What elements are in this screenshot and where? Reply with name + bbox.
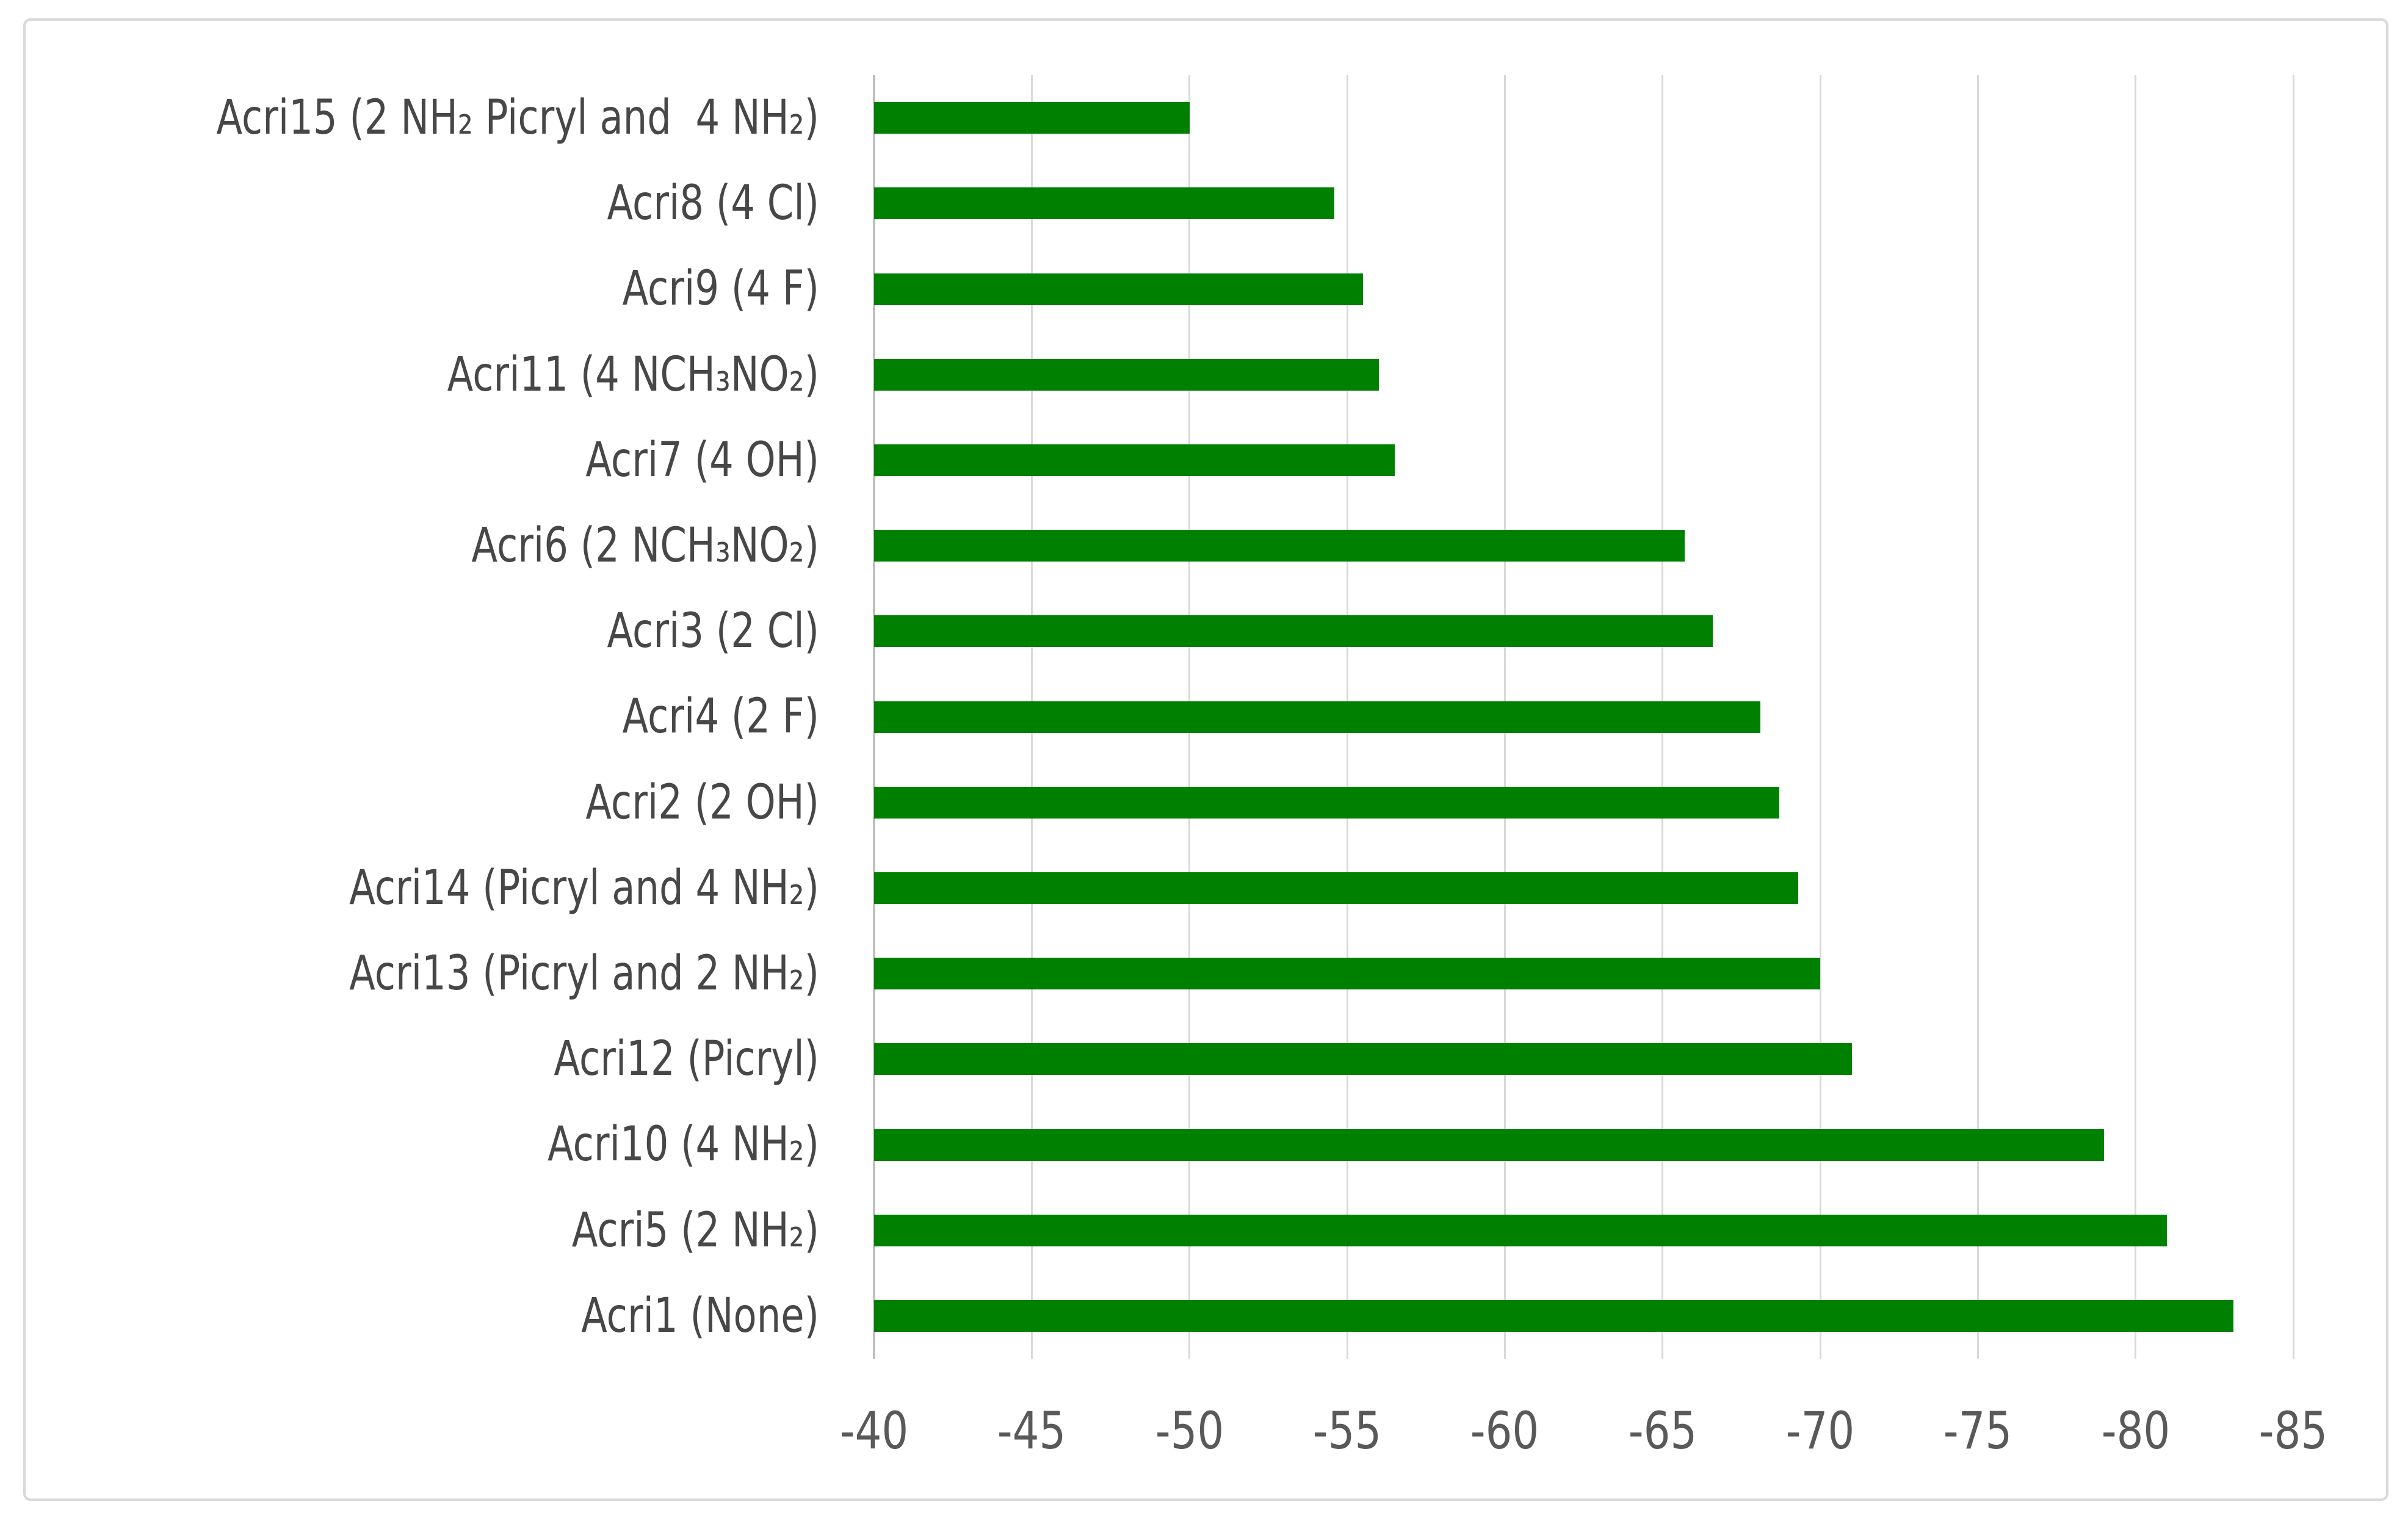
gridline-minus-80 xyxy=(2135,75,2137,1359)
tick-label-minus-80: -80 xyxy=(2101,1401,2170,1461)
bar-acri5 xyxy=(874,1214,2168,1246)
bar-acri4 xyxy=(874,701,1760,733)
category-label-acri15: Acri15 (2 NH₂ Picryl and 4 NH₂) xyxy=(216,90,819,146)
category-label-acri8: Acri8 (4 Cl) xyxy=(607,176,819,231)
category-label-acri5: Acri5 (2 NH₂) xyxy=(571,1202,819,1258)
category-label-acri1: Acri1 (None) xyxy=(581,1288,819,1343)
gridline-minus-85 xyxy=(2292,75,2294,1359)
tick-label-minus-75: -75 xyxy=(1943,1401,2012,1461)
category-label-acri3: Acri3 (2 Cl) xyxy=(607,604,819,659)
tick-label-minus-40: -40 xyxy=(839,1401,909,1461)
tick-label-minus-60: -60 xyxy=(1470,1401,1539,1461)
bar-acri6 xyxy=(874,530,1685,562)
category-label-acri6: Acri6 (2 NCH₃NO₂) xyxy=(471,518,819,574)
category-label-acri9: Acri9 (4 F) xyxy=(622,261,819,317)
gridline-minus-70 xyxy=(1819,75,1821,1359)
category-label-acri11: Acri11 (4 NCH₃NO₂) xyxy=(447,347,819,402)
bar-acri1 xyxy=(874,1299,2233,1332)
plot-area xyxy=(873,75,2294,1359)
category-label-acri12: Acri12 (Picryl) xyxy=(554,1032,819,1087)
gridline-minus-75 xyxy=(1976,75,1979,1359)
category-label-acri2: Acri2 (2 OH) xyxy=(585,775,819,830)
tick-label-minus-50: -50 xyxy=(1155,1401,1224,1461)
category-label-acri7: Acri7 (4 OH) xyxy=(585,432,819,488)
tick-label-minus-45: -45 xyxy=(997,1401,1066,1461)
bar-acri14 xyxy=(874,872,1798,904)
bar-acri12 xyxy=(874,1043,1852,1075)
bar-acri3 xyxy=(874,615,1713,648)
bar-acri11 xyxy=(874,358,1379,391)
category-label-acri14: Acri14 (Picryl and 4 NH₂) xyxy=(349,860,819,916)
tick-label-minus-70: -70 xyxy=(1785,1401,1855,1461)
tick-label-minus-85: -85 xyxy=(2258,1401,2328,1461)
bar-acri9 xyxy=(874,273,1363,305)
chart-border-frame xyxy=(23,18,2388,1501)
category-label-acri4: Acri4 (2 F) xyxy=(622,689,819,745)
tick-label-minus-65: -65 xyxy=(1628,1401,1697,1461)
category-label-acri10: Acri10 (4 NH₂) xyxy=(548,1117,819,1173)
bar-acri13 xyxy=(874,958,1820,990)
bar-acri15 xyxy=(874,102,1190,134)
bar-acri7 xyxy=(874,444,1395,476)
bar-acri10 xyxy=(874,1129,2104,1161)
bar-acri8 xyxy=(874,187,1335,220)
category-label-acri13: Acri13 (Picryl and 2 NH₂) xyxy=(349,946,819,1002)
bar-acri2 xyxy=(874,786,1779,819)
tick-label-minus-55: -55 xyxy=(1312,1401,1382,1461)
